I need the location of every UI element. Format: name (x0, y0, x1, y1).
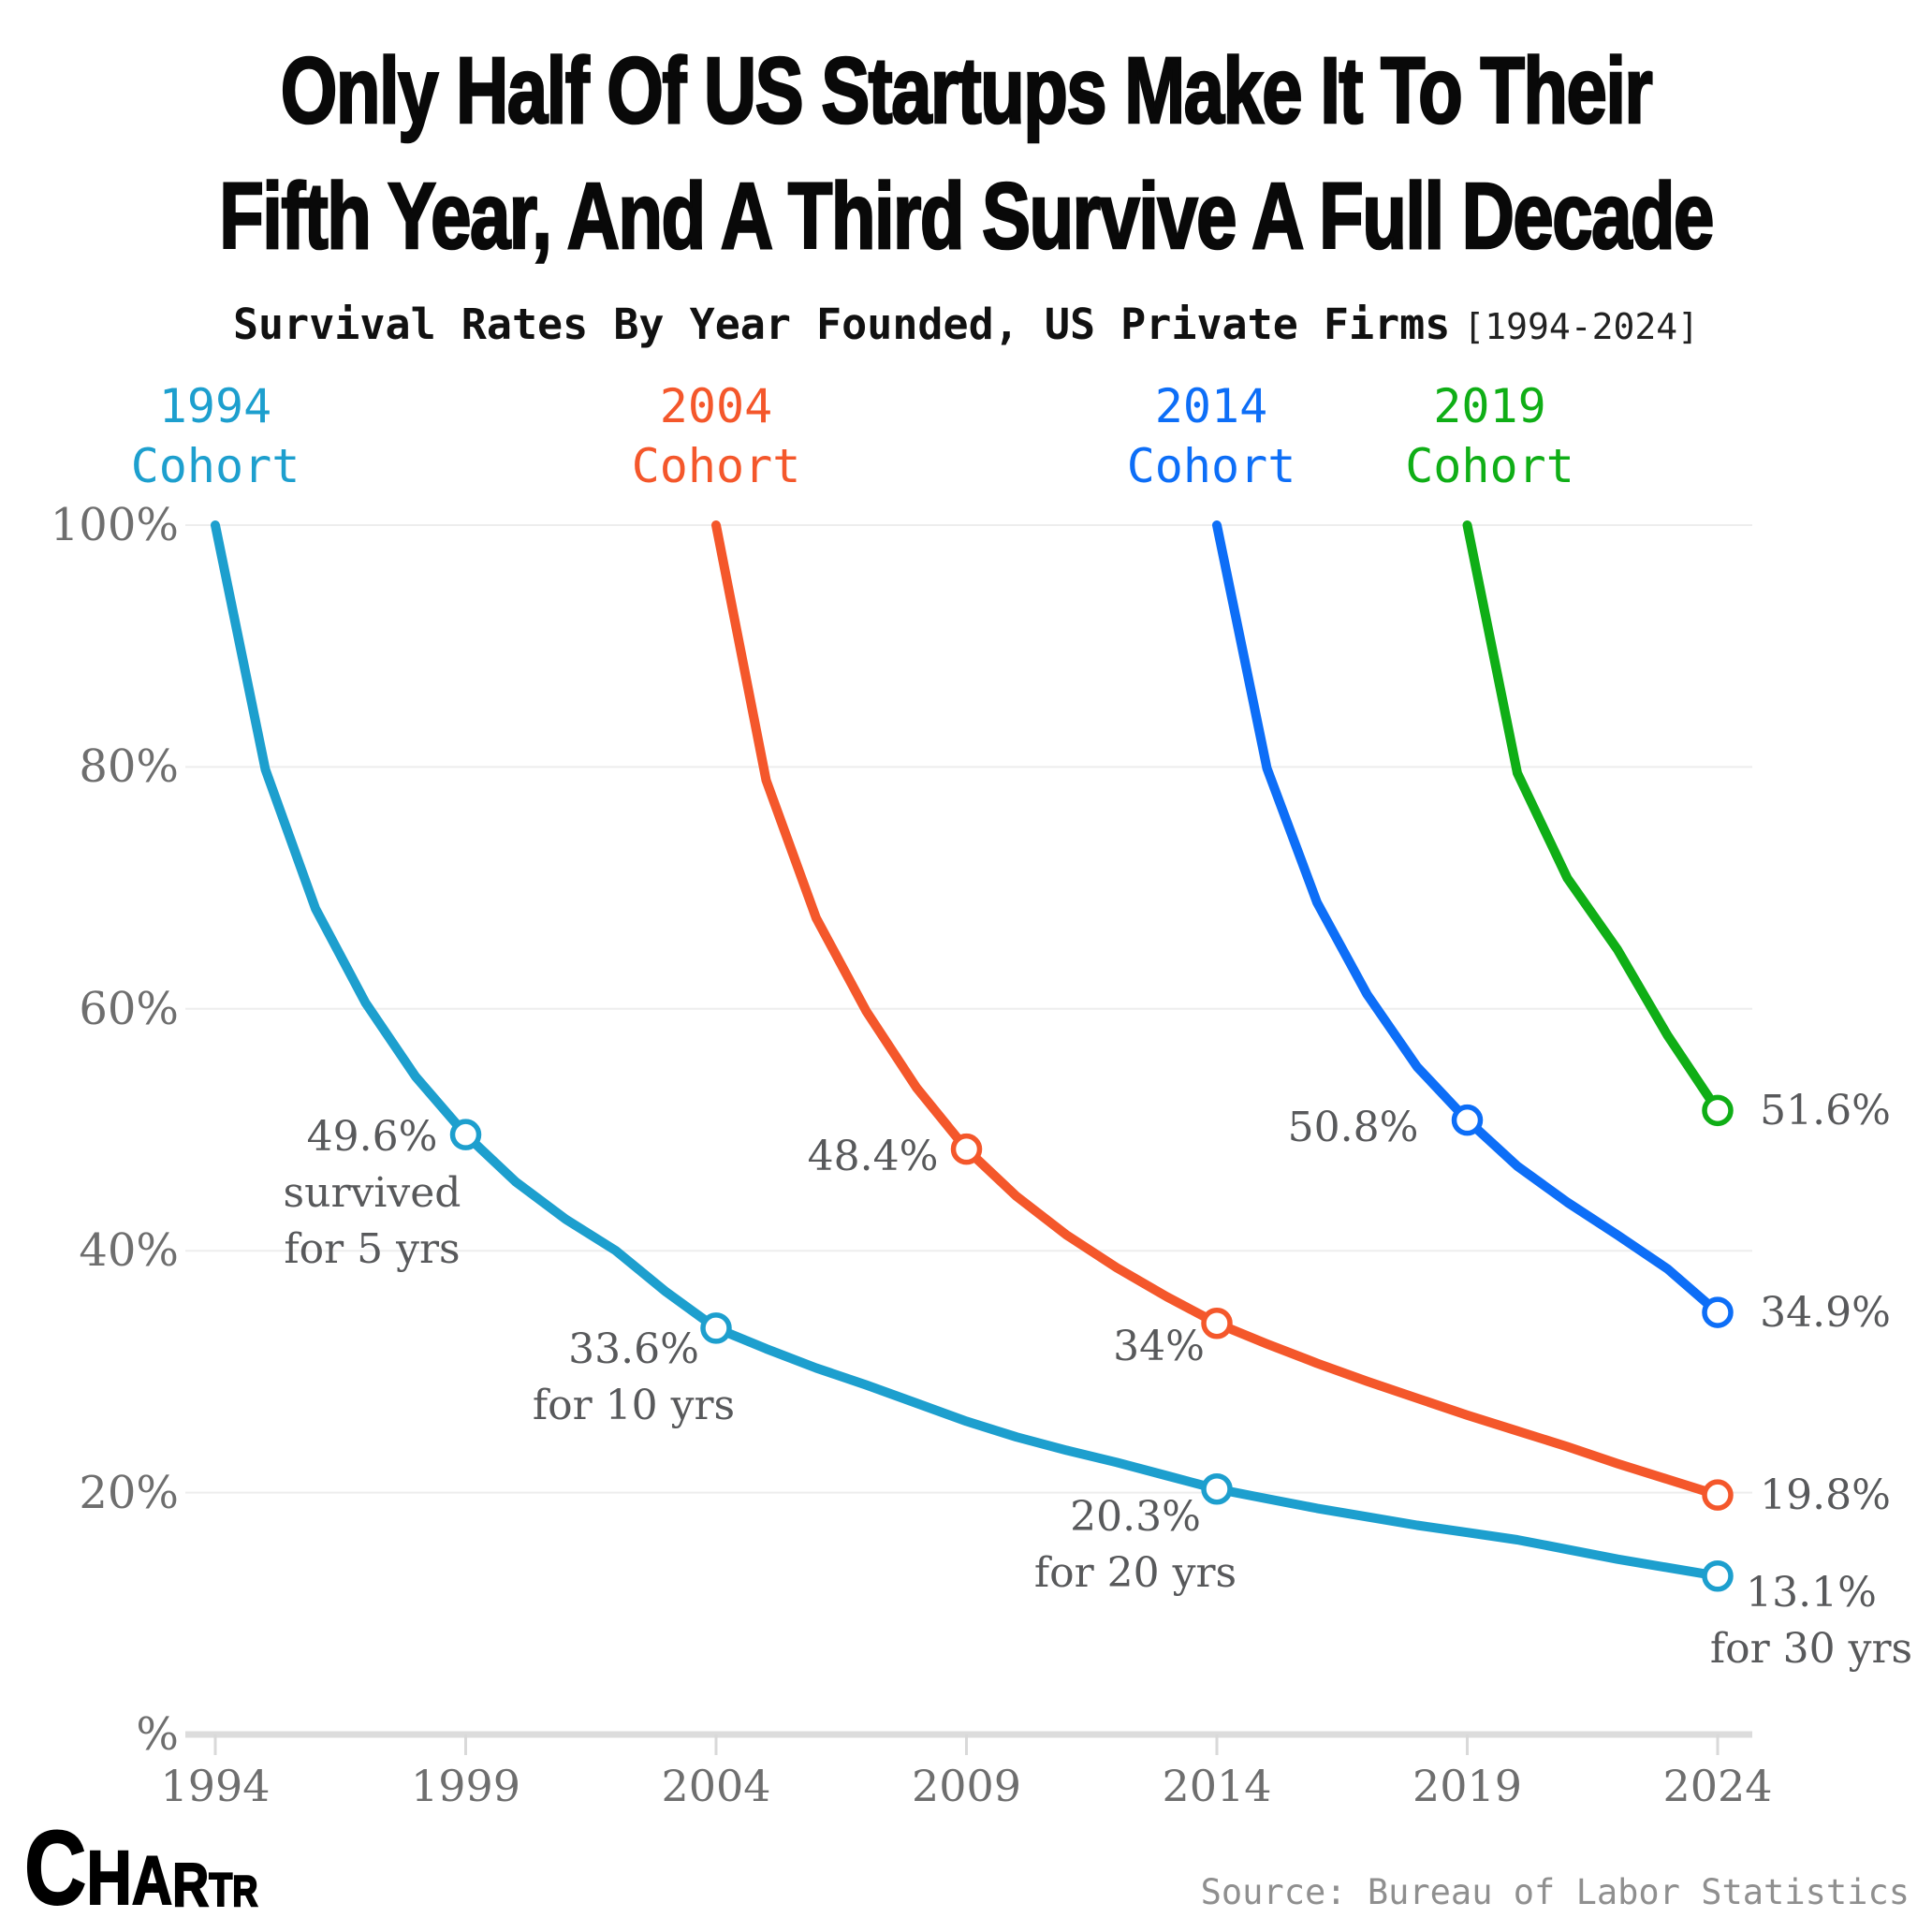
logo-letter: T (208, 1864, 233, 1917)
data-point-marker (449, 1119, 482, 1150)
logo-letter: A (131, 1843, 173, 1920)
series-line-2014-cohort (1212, 520, 1722, 1318)
data-point-marker (1201, 1307, 1233, 1339)
logo-letter: H (86, 1836, 133, 1922)
logo-letter: C (23, 1809, 87, 1926)
source-credit: Source: Bureau of Labor Statistics (1200, 1872, 1910, 1912)
data-point-marker (1702, 1296, 1734, 1328)
chart-subtitle-range: [1994-2024] (1463, 306, 1700, 347)
chart-header: Only Half Of US Startups Make It To Thei… (0, 28, 1932, 349)
data-point-marker (1702, 1094, 1734, 1127)
data-point-marker (1702, 1479, 1734, 1511)
data-point-marker (1201, 1472, 1233, 1505)
series-line-2004-cohort (711, 520, 1722, 1500)
chart-subtitle: Survival Rates By Year Founded, US Priva… (0, 300, 1932, 349)
series-line-2019-cohort (1462, 520, 1722, 1116)
data-point-marker (950, 1133, 983, 1165)
data-point-marker (1451, 1104, 1484, 1136)
chart-title-line-1: Only Half Of US Startups Make It To Thei… (280, 37, 1654, 145)
logo-letter: R (171, 1849, 210, 1919)
data-point-marker (1702, 1559, 1734, 1592)
logo-letter: R (231, 1866, 258, 1916)
data-point-marker (700, 1312, 732, 1344)
chart-subtitle-text: Survival Rates By Year Founded, US Priva… (232, 300, 1451, 349)
chart-title-line-2: Fifth Year, And A Third Survive A Full D… (218, 163, 1715, 271)
